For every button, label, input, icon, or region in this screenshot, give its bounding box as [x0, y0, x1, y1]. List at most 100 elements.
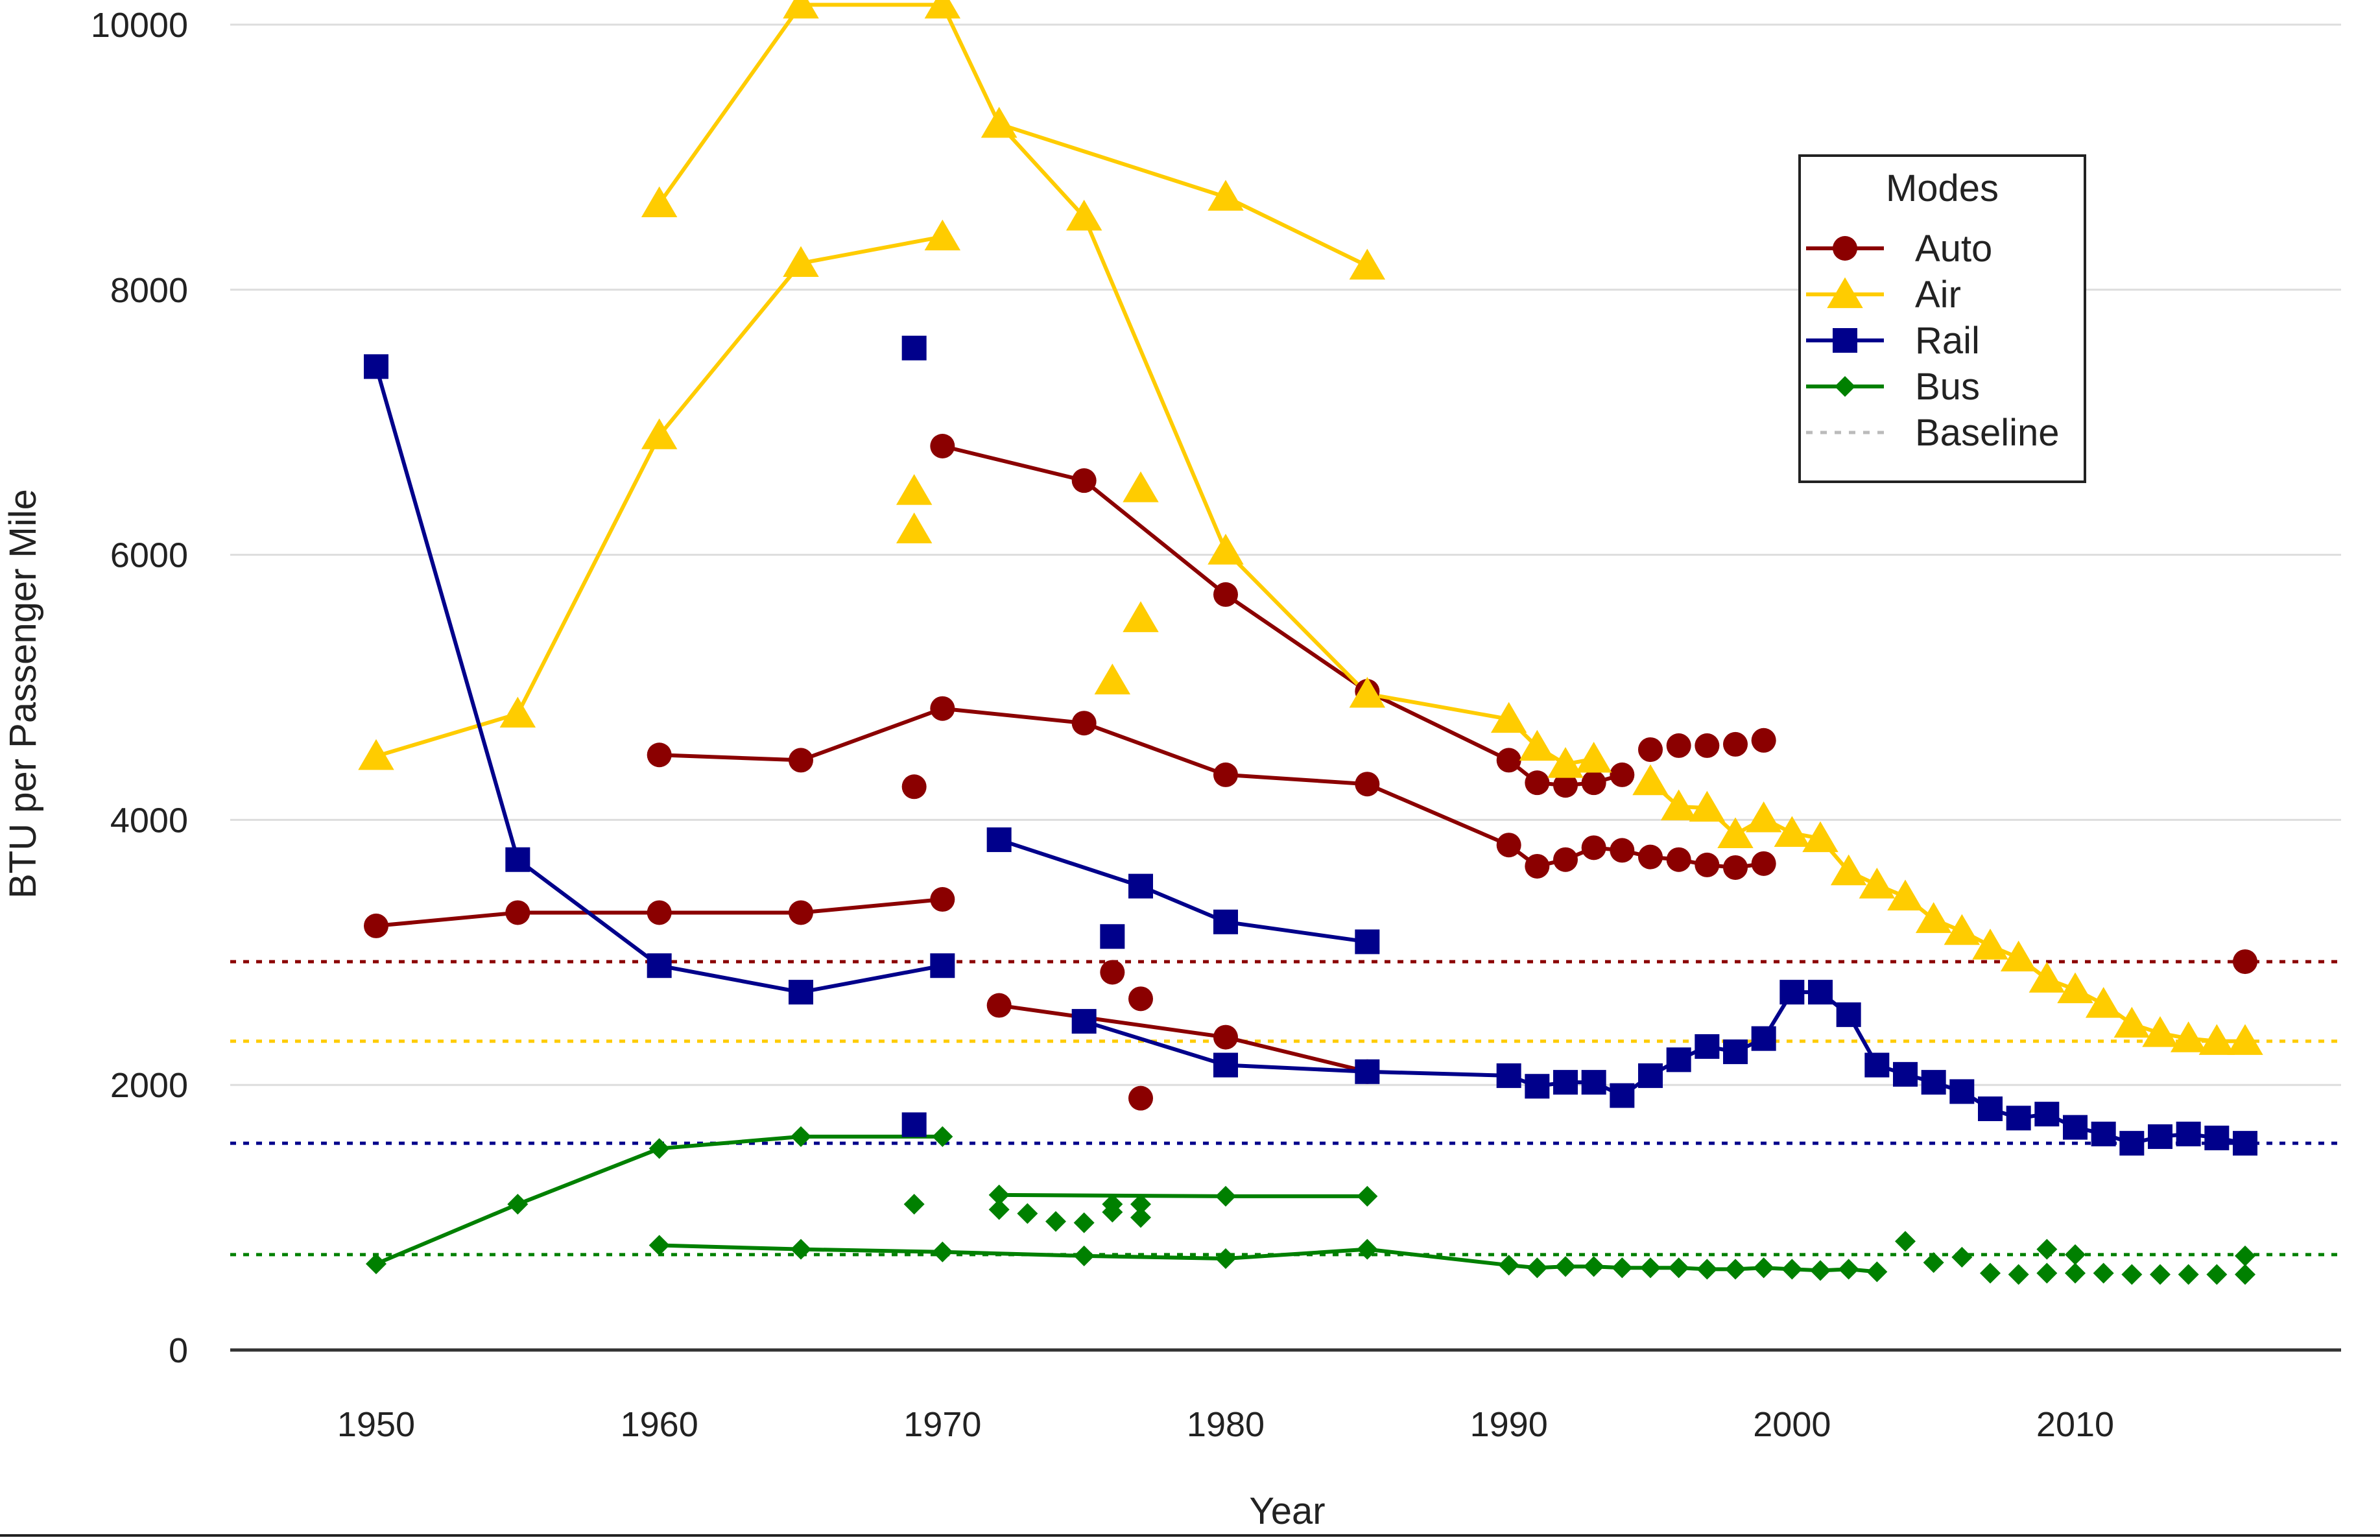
y-tick-label-10000: 10000: [91, 6, 188, 45]
bus-point-12: [1527, 1257, 1548, 1279]
bus-point-36: [1130, 1194, 1151, 1215]
air-point-39: [2198, 1024, 2235, 1055]
bus-point-40: [1980, 1262, 2001, 1284]
rail-point-26: [1893, 1061, 1918, 1087]
auto-point-36: [1128, 1085, 1153, 1111]
bus-point-13: [1555, 1256, 1576, 1277]
air-point-37: [2142, 1016, 2178, 1047]
auto-point-6: [789, 748, 813, 773]
air-point-35: [2085, 987, 2122, 1018]
bus-point-15: [1612, 1257, 1633, 1279]
rail-point-32: [2063, 1115, 2088, 1140]
air-point-15: [1575, 741, 1612, 773]
bus-point-5: [649, 1235, 670, 1256]
x-axis-title: Year: [1249, 1490, 1325, 1532]
air-point-32: [2000, 940, 2037, 972]
air-point-11: [1349, 676, 1386, 708]
air-point-18: [1349, 248, 1386, 280]
auto-line-1: [659, 706, 1765, 870]
y-tick-label-8000: 8000: [110, 271, 188, 310]
bus-point-10: [1357, 1238, 1378, 1260]
bus-point-34: [1102, 1194, 1123, 1215]
rail-point-20: [1723, 1039, 1748, 1065]
bus-point-45: [2065, 1244, 2086, 1265]
air-point-43: [1094, 663, 1131, 694]
legend-item-baseline: Baseline: [1806, 412, 2059, 454]
rail-point-34: [2119, 1131, 2145, 1156]
air-point-16: [981, 106, 1017, 138]
auto-point-20: [1751, 851, 1776, 876]
auto-point-30: [986, 993, 1012, 1018]
bus-point-48: [2150, 1264, 2171, 1285]
air-point-21: [1689, 790, 1726, 822]
auto-point-27: [1553, 773, 1578, 798]
air-point-13: [1519, 729, 1556, 761]
x-tick-labels: 1950 1960 1970 1980 1990 2000 2010: [337, 1405, 2114, 1444]
rail-point-33: [2091, 1121, 2116, 1146]
auto-point-9: [1213, 762, 1238, 787]
legend-item-bus: Bus: [1806, 366, 1980, 408]
legend-swatch-marker-air: [1827, 277, 1863, 309]
bus-point-39: [1951, 1246, 1973, 1268]
rail-point-27: [1921, 1070, 1946, 1095]
legend-label-auto: Auto: [1915, 228, 1992, 270]
bus-point-37: [1895, 1231, 1916, 1252]
series-point-layer: [358, 0, 2263, 1285]
x-tick-label-1960: 1960: [621, 1405, 698, 1444]
bus-point-22: [1810, 1260, 1831, 1281]
rail-point-37: [2204, 1125, 2230, 1150]
bus-point-6: [791, 1238, 811, 1260]
bus-point-3: [791, 1126, 811, 1147]
x-tick-label-1970: 1970: [903, 1405, 981, 1444]
y-tick-label-2000: 2000: [110, 1066, 188, 1105]
rail-point-5: [986, 827, 1012, 853]
auto-point-23: [1213, 582, 1238, 607]
x-tick-label-1980: 1980: [1187, 1405, 1265, 1444]
rail-point-22: [1779, 980, 1805, 1005]
rail-point-40: [901, 1112, 927, 1137]
y-axis-title: BTU per Passenger Mile: [2, 489, 44, 899]
bus-point-46: [2093, 1262, 2114, 1284]
y-tick-labels: 0 2000 4000 6000 8000 10000: [91, 6, 188, 1370]
bus-point-4: [932, 1126, 953, 1147]
air-point-14: [1547, 747, 1584, 778]
bus-point-18: [1696, 1259, 1718, 1280]
air-point-7: [924, 0, 961, 19]
bus-point-11: [1498, 1255, 1519, 1276]
bus-point-49: [2178, 1264, 2199, 1285]
auto-point-18: [1695, 852, 1720, 877]
bus-point-1: [507, 1194, 529, 1215]
air-point-6: [783, 0, 819, 19]
legend-label-bus: Bus: [1915, 366, 1980, 408]
auto-point-13: [1553, 847, 1578, 872]
auto-point-11: [1496, 833, 1521, 858]
rail-point-38: [2233, 1131, 2257, 1156]
rail-point-18: [1666, 1047, 1691, 1072]
air-point-27: [1859, 868, 1896, 899]
rail-point-24: [1836, 1002, 1861, 1027]
bus-point-27: [1357, 1185, 1378, 1207]
legend-box: [1798, 154, 2086, 483]
bus-point-52: [2235, 1245, 2255, 1266]
rail-point-30: [2006, 1106, 2031, 1131]
rail-point-3: [789, 980, 813, 1005]
auto-point-34: [1100, 960, 1125, 985]
air-point-3: [783, 246, 819, 278]
auto-point-40: [1723, 731, 1748, 757]
bus-point-20: [1753, 1257, 1774, 1279]
auto-point-3: [789, 900, 813, 925]
auto-point-31: [1213, 1025, 1238, 1050]
air-point-22: [1717, 817, 1754, 849]
rail-point-4: [930, 953, 955, 978]
bus-line-2: [999, 1192, 1368, 1198]
auto-point-26: [1525, 770, 1550, 796]
rail-point-7: [1213, 909, 1238, 934]
legend-item-rail: Rail: [1806, 320, 1980, 362]
rail-point-28: [1949, 1079, 1975, 1104]
air-point-19: [1632, 764, 1669, 796]
air-point-44: [1123, 601, 1159, 632]
bus-point-16: [1640, 1257, 1661, 1279]
bus-point-51: [2235, 1264, 2255, 1285]
y-tick-label-6000: 6000: [110, 536, 188, 575]
